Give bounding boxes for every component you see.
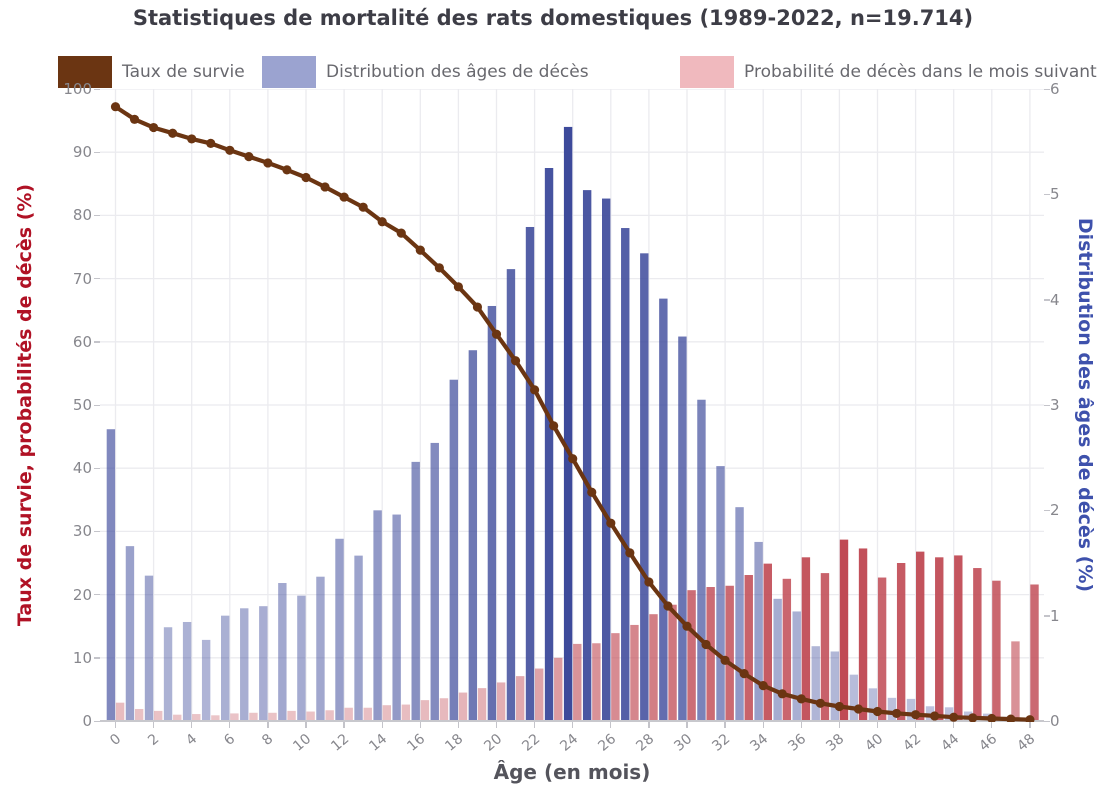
legend-swatch — [262, 56, 316, 88]
plot-area — [100, 88, 1044, 725]
x-tick-mark — [191, 722, 193, 728]
x-tick-mark — [648, 722, 650, 728]
legend-item: Distribution des âges de décès — [262, 55, 589, 89]
y-tick-right: 3 — [1050, 396, 1060, 414]
y-tick-left: 80 — [72, 206, 92, 225]
x-tick-label: 14 — [366, 731, 391, 755]
x-tick-mark — [381, 722, 383, 728]
x-tick-mark — [838, 722, 841, 728]
x-tick-mark — [953, 722, 955, 728]
x-tick-label: 38 — [823, 731, 848, 755]
y-tick-left: 100 — [63, 80, 92, 98]
y-tick-mark-right — [1044, 720, 1050, 722]
legend-item: Taux de survie — [58, 55, 245, 89]
x-tick-mark — [876, 722, 879, 728]
y-axis-right-title: Distribution des âges de décès (%) — [1074, 217, 1096, 593]
y-tick-left: 40 — [72, 459, 92, 478]
x-tick-mark — [419, 722, 421, 728]
y-tick-left: 70 — [72, 269, 92, 288]
y-tick-mark-left — [94, 594, 100, 596]
x-tick-label: 32 — [709, 731, 734, 755]
y-tick-left: 30 — [72, 522, 92, 541]
y-tick-right: 6 — [1050, 80, 1060, 98]
x-tick-label: 0 — [106, 731, 124, 749]
x-tick-mark — [495, 722, 498, 728]
x-tick-mark — [1029, 722, 1031, 728]
y-tick-mark-left — [94, 341, 100, 343]
x-tick-label: 12 — [328, 731, 353, 755]
y-tick-right: 5 — [1050, 185, 1060, 204]
y-tick-left: 10 — [72, 648, 92, 667]
y-tick-mark-right — [1044, 299, 1050, 301]
x-tick-mark — [229, 722, 231, 728]
legend-swatch — [58, 56, 112, 88]
x-tick-mark — [914, 722, 917, 728]
x-tick-label: 36 — [785, 731, 810, 755]
legend-swatch — [680, 56, 734, 88]
x-tick-mark — [343, 722, 345, 728]
legend-label: Taux de survie — [122, 62, 245, 82]
x-tick-label: 34 — [747, 731, 772, 755]
y-tick-mark-left — [94, 88, 100, 90]
x-tick-label: 10 — [290, 731, 315, 755]
x-tick-mark — [686, 722, 688, 728]
y-tick-mark-left — [94, 467, 100, 470]
x-axis-title: Âge (en mois) — [493, 760, 651, 784]
y-tick-mark-left — [94, 530, 100, 533]
y-tick-left: 0 — [82, 712, 92, 730]
chart-svg — [100, 88, 1044, 725]
x-tick-label: 48 — [1014, 731, 1039, 755]
y-tick-mark-right — [1044, 509, 1050, 512]
x-tick-label: 44 — [938, 731, 962, 755]
y-tick-left: 50 — [72, 396, 92, 414]
y-tick-left: 20 — [72, 585, 92, 604]
x-tick-mark — [991, 722, 993, 728]
y-tick-left: 60 — [72, 332, 92, 351]
legend-label: Probabilité de décès dans le mois suivan… — [744, 62, 1097, 82]
legend-item: Probabilité de décès dans le mois suivan… — [680, 55, 1097, 89]
y-tick-mark-right — [1044, 404, 1050, 406]
x-tick-mark — [305, 722, 307, 728]
y-tick-mark-left — [94, 404, 100, 406]
x-tick-label: 8 — [259, 731, 277, 749]
x-tick-label: 42 — [899, 731, 924, 755]
y-tick-mark-left — [94, 657, 100, 659]
x-tick-mark — [457, 722, 460, 728]
x-tick-label: 18 — [442, 731, 467, 755]
x-tick-label: 6 — [220, 731, 239, 749]
y-tick-right: 2 — [1050, 501, 1060, 520]
y-tick-right: 4 — [1050, 290, 1060, 309]
x-tick-mark — [267, 722, 269, 728]
y-tick-mark-left — [94, 720, 100, 722]
x-tick-mark — [724, 722, 726, 728]
x-tick-label: 16 — [404, 731, 429, 755]
x-tick-mark — [533, 722, 536, 728]
x-tick-mark — [800, 722, 802, 728]
y-tick-mark-right — [1044, 193, 1050, 196]
y-tick-mark-right — [1044, 88, 1050, 90]
x-tick-mark — [762, 722, 764, 728]
legend-label: Distribution des âges de décès — [326, 62, 589, 82]
x-tick-mark — [152, 722, 155, 728]
chart-title: Statistiques de mortalité des rats domes… — [132, 6, 974, 30]
x-tick-label: 4 — [182, 731, 200, 749]
y-tick-mark-left — [94, 214, 100, 217]
y-tick-right: 0 — [1050, 712, 1060, 730]
x-tick-label: 2 — [144, 731, 162, 749]
x-tick-mark — [572, 722, 574, 728]
x-tick-mark — [114, 722, 117, 728]
x-tick-label: 46 — [976, 731, 1001, 755]
y-tick-left: 90 — [72, 143, 92, 162]
x-tick-label: 30 — [671, 731, 696, 755]
y-tick-mark-left — [94, 151, 100, 154]
y-tick-mark-right — [1044, 615, 1050, 617]
y-axis-left-title: Taux de survie, probabilités de décès (%… — [14, 183, 36, 627]
y-tick-right: 1 — [1050, 606, 1060, 625]
y-tick-mark-left — [94, 278, 100, 280]
x-tick-mark — [610, 722, 612, 728]
x-tick-label: 40 — [861, 731, 886, 755]
